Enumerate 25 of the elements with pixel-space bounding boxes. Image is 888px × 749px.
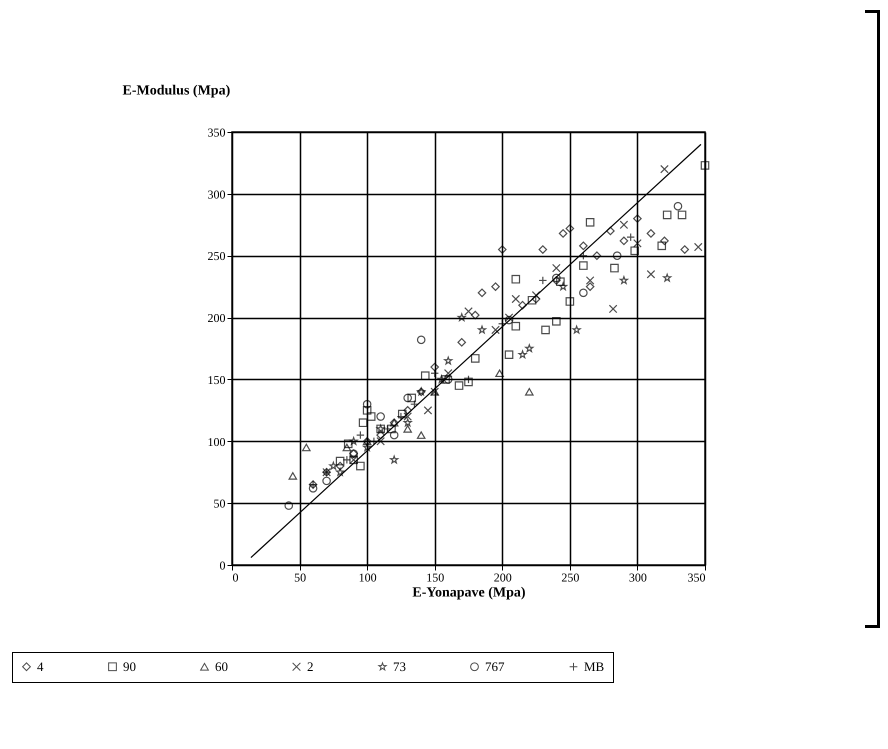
x-tick-label: 300 bbox=[628, 570, 647, 584]
x-tick-label: 100 bbox=[358, 570, 377, 584]
legend-label: 4 bbox=[37, 658, 44, 674]
legend-label: MB bbox=[584, 658, 605, 674]
y-tick-label: 200 bbox=[208, 311, 226, 326]
legend-label: 73 bbox=[393, 658, 406, 674]
legend-label: 60 bbox=[215, 658, 228, 674]
legend-label: 2 bbox=[307, 658, 314, 674]
y-tick-label: 350 bbox=[208, 126, 226, 140]
x-tick-label: 200 bbox=[494, 570, 512, 584]
x-tick-label: 350 bbox=[688, 570, 706, 584]
y-tick-label: 300 bbox=[208, 187, 226, 202]
x-tick-label: 150 bbox=[426, 570, 444, 584]
y-tick-label: 50 bbox=[214, 496, 226, 511]
y-tick-label: 100 bbox=[208, 434, 226, 449]
y-tick-label: 0 bbox=[220, 558, 226, 572]
x-axis-title: E-Yonapave (Mpa) bbox=[412, 586, 526, 600]
legend-label: 90 bbox=[123, 658, 136, 674]
legend-label: 767 bbox=[485, 658, 505, 674]
x-tick-label: 50 bbox=[294, 570, 306, 584]
y-tick-label: 250 bbox=[208, 249, 226, 264]
x-tick-label: 0 bbox=[232, 570, 238, 584]
x-tick-label: 250 bbox=[561, 570, 580, 584]
y-axis-title: E-Modulus (Mpa) bbox=[122, 84, 231, 98]
y-tick-label: 150 bbox=[208, 372, 226, 387]
